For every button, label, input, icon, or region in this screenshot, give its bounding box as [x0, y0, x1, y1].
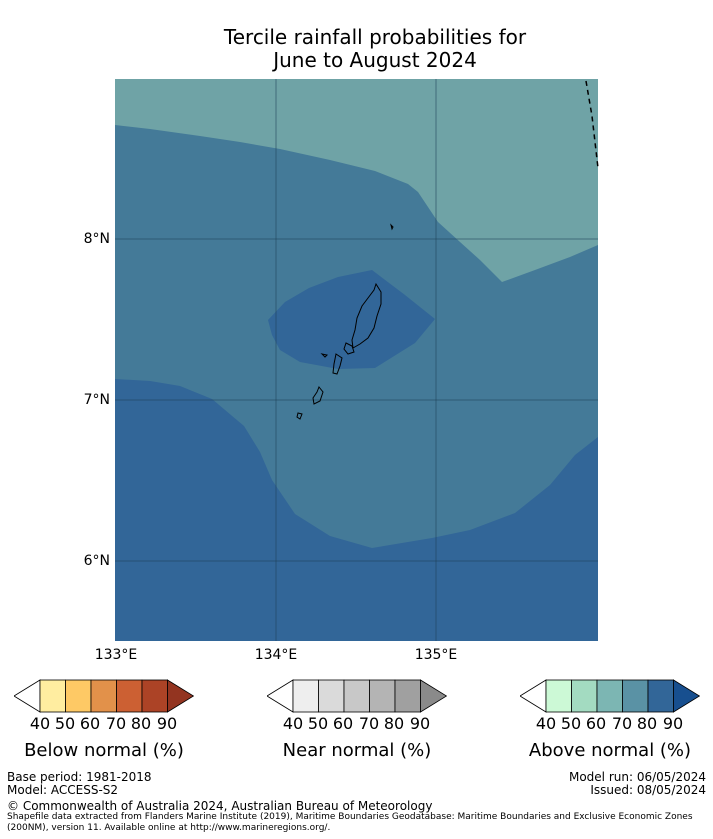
colorbar-arrow-low: [14, 679, 41, 713]
colorbar-swatch: [596, 679, 623, 713]
legend-above-normal-title: Above normal (%): [528, 740, 692, 761]
lat-label-6n: 6°N: [83, 553, 110, 569]
tick-label: 60: [332, 714, 354, 733]
colorbar-swatch: [394, 679, 421, 713]
colorbar-swatch: [622, 679, 649, 713]
colorbar-swatch: [292, 679, 319, 713]
tick-label: 80: [636, 714, 658, 733]
map-region-90-palau: [268, 270, 435, 369]
colorbar-swatch: [90, 679, 117, 713]
island-small-west: [320, 353, 329, 358]
tick-label: 40: [282, 714, 304, 733]
colorbar-swatch: [318, 679, 345, 713]
tick-label: 80: [130, 714, 152, 733]
tick-label: 90: [662, 714, 684, 733]
tick-label: 70: [611, 714, 633, 733]
legend-above-normal-colorbar: [520, 678, 700, 714]
map-region-90-south: [115, 379, 598, 641]
model-text: Model: ACCESS-S2: [7, 783, 119, 797]
island-koror: [343, 342, 355, 355]
colorbar-swatch: [343, 679, 370, 713]
lon-label-134e: 134°E: [254, 647, 298, 663]
tick-label: 60: [585, 714, 607, 733]
probability-map: [115, 79, 599, 641]
island-peleliu-chain: [332, 353, 343, 375]
tick-label: 50: [54, 714, 76, 733]
tick-label: 60: [79, 714, 101, 733]
lon-label-135e: 135°E: [414, 647, 458, 663]
tick-label: 40: [535, 714, 557, 733]
chart-title-line-2: June to August 2024: [273, 48, 477, 72]
lon-label-133e: 133°E: [94, 647, 138, 663]
colorbar-swatch: [369, 679, 396, 713]
tick-label: 80: [383, 714, 405, 733]
colorbar-swatch: [141, 679, 168, 713]
island-small-south: [296, 412, 303, 420]
colorbar-swatch: [647, 679, 674, 713]
legend-below-normal-colorbar: [14, 678, 194, 714]
colorbar-arrow-high: [673, 679, 700, 713]
copyright-text: © Commonwealth of Australia 2024, Austra…: [7, 799, 433, 813]
base-period-text: Base period: 1981-2018: [7, 770, 152, 784]
graticule: [115, 79, 598, 641]
colorbar-arrow-high: [420, 679, 447, 713]
source-line-1: Shapefile data extracted from Flanders M…: [7, 812, 693, 822]
legend-near-normal-colorbar: [267, 678, 447, 714]
tick-label: 50: [560, 714, 582, 733]
legend-below-normal-title: Below normal (%): [24, 740, 184, 761]
island-angaur: [312, 386, 324, 405]
model-run-text: Model run: 06/05/2024: [568, 770, 706, 784]
palau-islands: [296, 223, 394, 420]
tick-label: 90: [409, 714, 431, 733]
tick-label: 40: [29, 714, 51, 733]
colorbar-swatch: [39, 679, 66, 713]
legend-near-normal-title: Near normal (%): [282, 740, 432, 761]
legend-above-normal-ticks: 40 50 60 70 80 90: [520, 714, 700, 734]
eez-boundary-line: [585, 80, 599, 169]
colorbar-arrow-low: [520, 679, 547, 713]
colorbar-swatch: [116, 679, 143, 713]
legend-near-normal-ticks: 40 50 60 70 80 90: [267, 714, 447, 734]
tick-label: 70: [105, 714, 127, 733]
colorbar-swatch: [545, 679, 572, 713]
source-line-2: (200NM), version 11. Available online at…: [7, 823, 331, 833]
colorbar-swatch: [65, 679, 92, 713]
map-region-70: [115, 79, 598, 282]
tick-label: 70: [358, 714, 380, 733]
chart-title-line-1: Tercile rainfall probabilities for: [223, 25, 527, 49]
tick-label: 90: [156, 714, 178, 733]
island-kayangel: [390, 223, 394, 231]
tick-label: 50: [307, 714, 329, 733]
issued-text: Issued: 08/05/2024: [590, 783, 706, 797]
colorbar-swatch: [571, 679, 598, 713]
lat-label-7n: 7°N: [83, 392, 110, 408]
legend-below-normal-ticks: 40 50 60 70 80 90: [14, 714, 194, 734]
colorbar-arrow-low: [267, 679, 294, 713]
lat-label-8n: 8°N: [83, 231, 110, 247]
colorbar-arrow-high: [167, 679, 194, 713]
